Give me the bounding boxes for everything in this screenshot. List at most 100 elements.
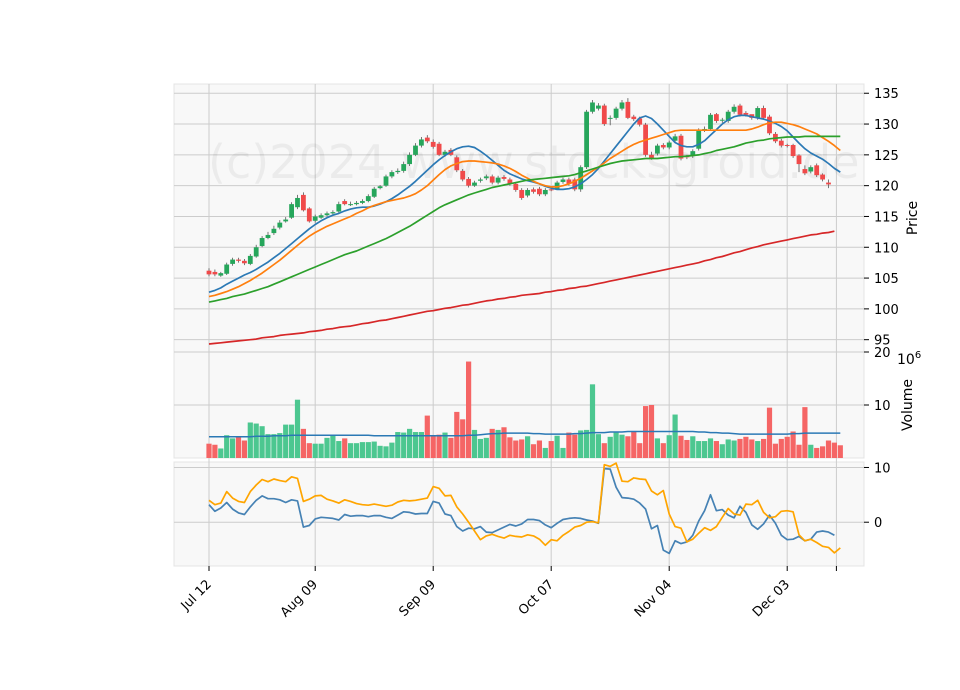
candle-body: [430, 141, 436, 147]
candle-body: [696, 130, 702, 149]
candle-body: [649, 154, 654, 158]
candle-body: [796, 155, 802, 165]
volume-bar: [507, 437, 513, 458]
volume-bar: [566, 432, 572, 458]
candle-body: [336, 204, 342, 212]
y-tick-label: 20: [874, 346, 891, 361]
x-tick-label: Nov 04: [632, 577, 675, 620]
volume-bar: [495, 429, 501, 458]
volume-bar: [241, 440, 247, 458]
y-tick-label: 115: [874, 210, 899, 225]
volume-bar: [483, 437, 489, 458]
candle-body: [690, 151, 696, 157]
candle-body: [814, 165, 820, 176]
volume-bar: [454, 411, 460, 458]
candle-body: [802, 169, 808, 174]
candle-body: [737, 105, 743, 115]
volume-bar: [761, 438, 767, 458]
candle-body: [318, 215, 324, 218]
volume-bar: [412, 432, 419, 458]
x-tick-label: Oct 07: [516, 577, 557, 618]
candle-body: [371, 188, 377, 197]
y-tick-label: 0: [874, 516, 882, 531]
volume-bar: [477, 438, 483, 458]
candle-body: [472, 182, 477, 186]
candle-body: [395, 170, 401, 173]
candle-body: [265, 234, 271, 239]
line-osc_b: [208, 462, 841, 554]
candle-body: [519, 189, 525, 198]
volume-bar: [430, 435, 436, 458]
volume-bar: [312, 443, 318, 458]
volume-bar: [702, 441, 708, 458]
candle-body: [271, 228, 277, 234]
volume-bar: [755, 441, 761, 458]
y-tick-label: 105: [874, 272, 899, 287]
volume-bar: [501, 427, 507, 458]
volume-bar: [542, 447, 548, 458]
candle-body: [560, 179, 566, 182]
candle-body: [466, 178, 471, 186]
candle-body: [525, 189, 530, 196]
volume-bar: [743, 436, 749, 458]
volume-bar: [731, 440, 737, 458]
volume-bar: [530, 444, 537, 458]
candle-body: [820, 174, 825, 180]
volume-bar: [442, 432, 448, 458]
volume-bar: [265, 434, 271, 458]
candle-body: [778, 140, 784, 146]
candle-body: [242, 260, 247, 264]
candle-body: [424, 137, 430, 142]
candle-body: [224, 264, 230, 274]
candle-body: [407, 154, 412, 165]
volume-bar: [690, 436, 696, 458]
volume-bar: [725, 439, 731, 458]
volume-bar: [560, 447, 566, 458]
candle-body: [365, 196, 371, 202]
candle-body: [354, 202, 359, 205]
volume-bar: [678, 435, 684, 458]
volume-bar: [271, 434, 277, 458]
indicator-panel: [173, 461, 865, 567]
volume-bar: [324, 437, 330, 458]
candle-body: [277, 222, 283, 228]
candle-body: [495, 177, 501, 183]
candle-body: [537, 188, 542, 195]
volume-bar: [336, 441, 342, 458]
line-sma_long: [208, 230, 835, 345]
volume-bar: [572, 434, 578, 458]
candle-body: [584, 111, 589, 168]
volume-bar: [790, 431, 796, 458]
candle-body: [572, 179, 578, 190]
volume-bar: [625, 436, 631, 458]
candle-body: [790, 144, 796, 157]
volume-bar: [383, 446, 389, 458]
volume-bar: [359, 442, 365, 458]
volume-bar: [330, 435, 336, 458]
volume-bar: [513, 440, 519, 458]
candle-body: [236, 259, 241, 261]
volume-bar: [672, 414, 678, 458]
volume-bar: [766, 407, 773, 458]
candle-body: [306, 208, 312, 222]
candle-body: [360, 201, 365, 203]
volume-bar: [825, 440, 832, 458]
candle-body: [678, 135, 684, 159]
candle-body: [253, 247, 259, 257]
candle-body: [767, 116, 772, 134]
volume-bar: [637, 443, 643, 458]
candle-body: [212, 271, 218, 275]
volume-bar: [371, 441, 377, 458]
volume-bar: [466, 361, 472, 458]
volume-bar: [525, 436, 531, 458]
volume-bar: [619, 434, 625, 458]
volume-bar: [808, 444, 814, 458]
volume-bar: [519, 439, 525, 458]
candle-body: [566, 179, 572, 184]
candle-body: [324, 213, 330, 216]
volume-bar: [784, 436, 790, 458]
volume-bar: [554, 435, 560, 458]
line-osc_a: [208, 467, 835, 555]
candle-body: [743, 112, 749, 115]
volume-bar: [342, 438, 348, 458]
